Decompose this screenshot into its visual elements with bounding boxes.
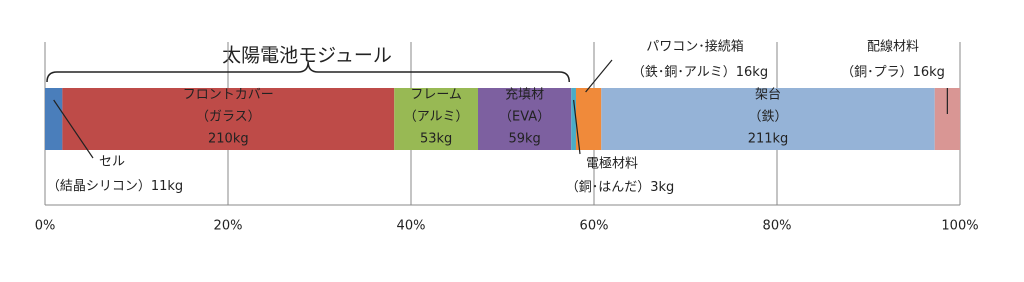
- segment-detail: （鉄）: [748, 110, 787, 125]
- bar-segment: [571, 88, 576, 150]
- segment-detail: （銅･はんだ）: [566, 180, 651, 195]
- segment-label: フロントカバー: [183, 88, 274, 103]
- x-tick-label: 20%: [214, 219, 243, 234]
- bar-segment: [575, 88, 602, 150]
- segment-label: フレーム: [410, 88, 462, 103]
- x-tick-label: 0%: [35, 219, 56, 234]
- brace: [46, 61, 570, 83]
- segment-label: 電極材料: [586, 156, 638, 172]
- segment-label: （結晶シリコン）11kg: [47, 179, 183, 194]
- segment-label: 配線材料: [867, 39, 919, 55]
- segment-label: パワコン･接続箱: [646, 39, 744, 55]
- segment-label: （鉄･銅･アルミ）16kg: [632, 65, 768, 80]
- x-tick-label: 100%: [941, 219, 978, 234]
- value-label: 210kg: [208, 132, 249, 147]
- segment-detail: （ガラス）: [196, 110, 261, 125]
- annotation: 太陽電池モジュール: [222, 45, 392, 67]
- bar-segment: [601, 88, 935, 150]
- leader-line: [573, 99, 581, 155]
- segment-detail: （EVA）: [499, 110, 550, 125]
- leader-line: [53, 99, 94, 159]
- segment-detail: （結晶シリコン）: [47, 179, 151, 194]
- value-label: 3kg: [650, 180, 674, 195]
- segment-detail: （鉄･銅･アルミ）: [632, 65, 736, 80]
- segment-detail: （銅･プラ）: [841, 65, 913, 80]
- segment-label: 架台: [755, 88, 781, 103]
- bar-segment: [478, 88, 572, 150]
- segment-label: 充填材: [505, 87, 544, 103]
- value-label: 11kg: [151, 179, 183, 194]
- value-label: 59kg: [508, 132, 540, 147]
- segment-detail: （アルミ）: [404, 110, 469, 125]
- segment-label: （銅･はんだ）3kg: [566, 180, 675, 195]
- leader-line: [585, 59, 613, 93]
- bar-segment: [394, 88, 479, 150]
- x-tick-label: 80%: [763, 219, 792, 234]
- value-label: 53kg: [420, 132, 452, 147]
- x-tick-label: 40%: [397, 219, 426, 234]
- segment-label: セル: [99, 155, 125, 170]
- bar-segment: [45, 88, 63, 150]
- segment-label: （銅･プラ）16kg: [841, 65, 945, 80]
- value-label: 16kg: [736, 65, 768, 80]
- bar-segment: [62, 88, 395, 150]
- value-label: 211kg: [748, 132, 789, 147]
- value-label: 16kg: [913, 65, 945, 80]
- x-tick-label: 60%: [580, 219, 609, 234]
